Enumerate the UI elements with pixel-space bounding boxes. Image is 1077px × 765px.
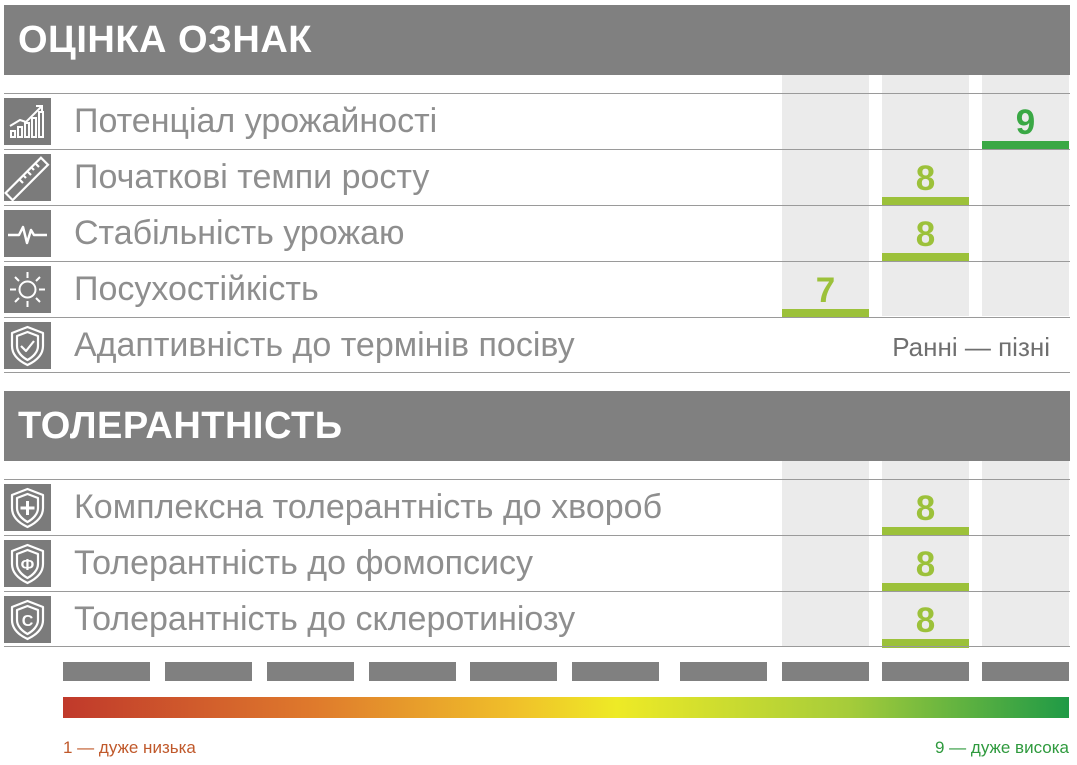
trait-label: Комплексна толерантність до хвороб: [74, 488, 663, 526]
score-value: 7: [815, 271, 836, 310]
shield-check-icon: [4, 322, 51, 369]
score-column-bg: [782, 461, 869, 647]
section-header-traits: ОЦІНКА ОЗНАК: [4, 5, 1070, 75]
trait-label: Толерантність до склеротиніозу: [74, 600, 576, 638]
trait-row-drought-tolerance: Посухостійкість 7: [4, 261, 1070, 318]
score-column-bg: [782, 75, 869, 316]
pulse-icon: [4, 210, 51, 257]
score-bar: [882, 253, 969, 262]
shield-phi-icon: Ф: [4, 540, 51, 587]
trait-row-yield-stability: Стабільність урожаю 8: [4, 205, 1070, 262]
scale-segment: [470, 662, 557, 681]
score-column-bg: [982, 461, 1069, 647]
chart-growth-icon: [4, 98, 51, 145]
section-header-tolerance: ТОЛЕРАНТНІСТЬ: [4, 391, 1070, 461]
trait-row-sowing-adaptivity: Адаптивність до термінів посіву Ранні — …: [4, 317, 1070, 373]
score-bar: [882, 527, 969, 536]
scale-segment: [572, 662, 659, 681]
score-cell: 8: [882, 206, 969, 262]
score-bar: [782, 309, 869, 318]
trait-label: Початкові темпи росту: [74, 158, 430, 196]
ruler-icon: [4, 154, 51, 201]
section-title: ОЦІНКА ОЗНАК: [18, 18, 312, 61]
score-cell: 8: [882, 592, 969, 648]
score-value: 8: [915, 489, 936, 528]
score-bar: [882, 583, 969, 592]
tolerance-row-sclerotinia: С Толерантність до склеротиніозу 8: [4, 591, 1070, 648]
score-cell: 8: [882, 150, 969, 206]
score-column-bg: [882, 75, 969, 316]
trait-row-initial-growth: Початкові темпи росту 8: [4, 149, 1070, 206]
score-cell: 8: [882, 536, 969, 592]
scale-segment: [63, 662, 150, 681]
score-value: 8: [915, 215, 936, 254]
score-bar: [882, 639, 969, 648]
rating-gradient-bar: [63, 697, 1069, 718]
trait-label: Посухостійкість: [74, 270, 319, 308]
scale-segment: [267, 662, 354, 681]
sun-icon: [4, 266, 51, 313]
score-cell: 7: [782, 262, 869, 318]
score-bar: [882, 197, 969, 206]
score-cell: 9: [982, 94, 1069, 150]
shield-c-icon: С: [4, 596, 51, 643]
score-column-bg: [882, 461, 969, 647]
scale-segment: [369, 662, 456, 681]
score-value: 8: [915, 159, 936, 198]
legend-high: 9 — дуже висока: [935, 738, 1069, 757]
score-value: 8: [915, 601, 936, 640]
scale-segment: [882, 662, 969, 681]
sowing-period-note: Ранні — пізні: [892, 332, 1050, 362]
score-column-bg: [982, 75, 1069, 316]
trait-label: Толерантність до фомопсису: [74, 544, 534, 582]
tolerance-row-complex: Комплексна толерантність до хвороб 8: [4, 479, 1070, 536]
row-divider: [4, 646, 1070, 647]
section-title: ТОЛЕРАНТНІСТЬ: [18, 404, 343, 447]
trait-label: Потенціал урожайності: [74, 102, 438, 140]
icon-letter: Ф: [21, 557, 35, 574]
scale-segment: [982, 662, 1069, 681]
legend-low: 1 — дуже низька: [63, 738, 196, 757]
scale-segment: [782, 662, 869, 681]
scale-segment: [165, 662, 252, 681]
row-divider: [4, 372, 1070, 373]
trait-row-yield-potential: Потенціал урожайності 9: [4, 93, 1070, 150]
score-bar: [982, 141, 1069, 150]
shield-plus-icon: [4, 484, 51, 531]
icon-letter: С: [22, 613, 34, 630]
score-cell: 8: [882, 480, 969, 536]
score-value: 8: [915, 545, 936, 584]
tolerance-row-phomopsis: Ф Толерантність до фомопсису 8: [4, 535, 1070, 592]
scale-segment: [680, 662, 767, 681]
trait-label: Стабільність урожаю: [74, 214, 405, 252]
trait-label: Адаптивність до термінів посіву: [74, 326, 575, 364]
score-value: 9: [1015, 103, 1036, 142]
